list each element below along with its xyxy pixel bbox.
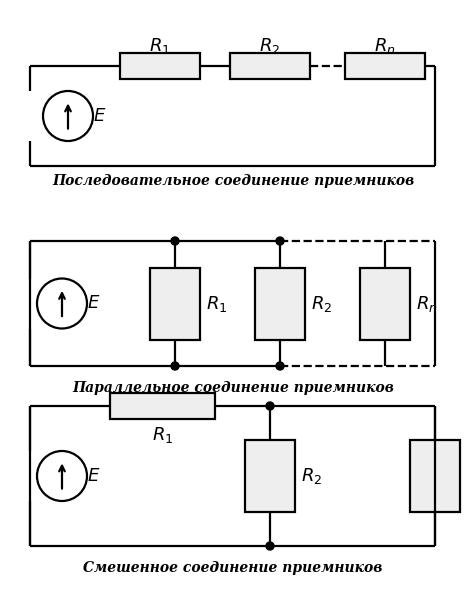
Bar [120,53,200,79]
Text: $\mathit{R_n}$: $\mathit{R_n}$ [416,293,438,313]
Circle shape [276,237,284,245]
Bar [245,440,295,512]
Text: Смешенное соединение приемников: Смешенное соединение приемников [83,561,383,575]
Text: $\mathit{E}$: $\mathit{E}$ [87,295,101,313]
Circle shape [37,279,87,328]
Circle shape [266,542,274,550]
Bar [360,267,410,339]
Bar [410,440,460,512]
Circle shape [37,451,87,501]
Text: $\mathit{R_2}$: $\mathit{R_2}$ [260,36,281,56]
Circle shape [266,402,274,410]
Bar [150,267,200,339]
Circle shape [171,362,179,370]
Text: Последовательное соединение приемников: Последовательное соединение приемников [52,174,414,188]
Text: $\mathit{R_1}$: $\mathit{R_1}$ [149,36,171,56]
Bar [110,393,215,419]
Text: $\mathit{E}$: $\mathit{E}$ [87,467,101,485]
Text: $\mathit{E}$: $\mathit{E}$ [93,107,107,125]
Text: $\mathit{R_2}$: $\mathit{R_2}$ [311,293,332,313]
Circle shape [171,237,179,245]
Circle shape [43,91,93,141]
Bar [255,267,305,339]
Circle shape [276,362,284,370]
Bar [230,53,310,79]
Bar [345,53,425,79]
Text: $\mathit{R_n}$: $\mathit{R_n}$ [374,36,396,56]
Text: Параллельное соединение приемников: Параллельное соединение приемников [72,381,394,395]
Text: $\mathit{R_1}$: $\mathit{R_1}$ [152,425,173,445]
Text: $\mathit{R_1}$: $\mathit{R_1}$ [206,293,227,313]
Text: $\mathit{R_2}$: $\mathit{R_2}$ [301,466,322,486]
